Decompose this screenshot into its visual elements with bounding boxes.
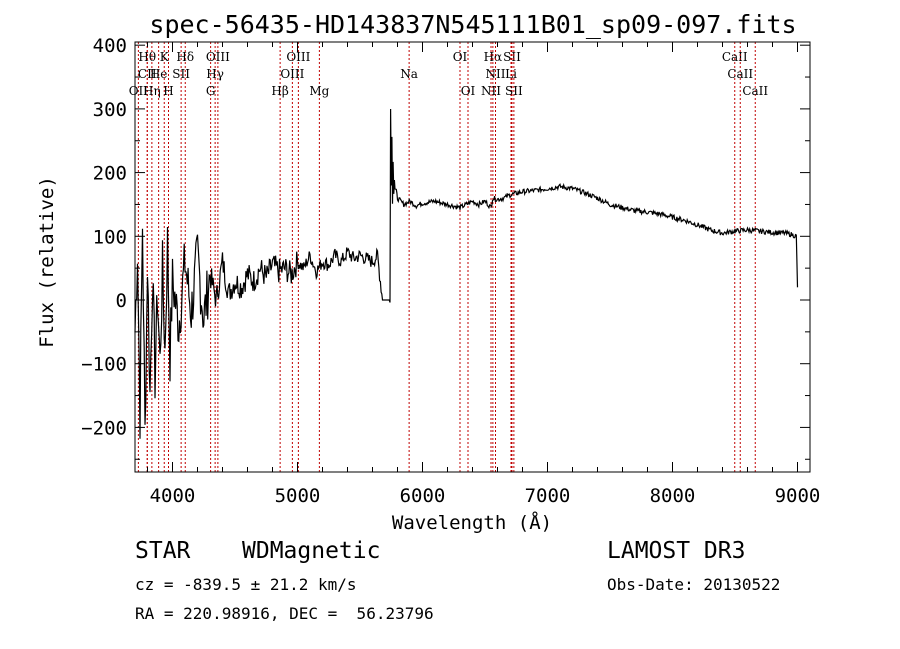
spectrum-series [134, 108, 799, 439]
spectral-line-label: OIII [280, 67, 304, 81]
observation-date: Obs-Date: 20130522 [607, 575, 781, 594]
x-tick-label: 8000 [650, 485, 696, 507]
y-tick-label: 200 [93, 163, 127, 185]
spectral-line-label: CaII [727, 67, 753, 81]
spectral-line-label: Hα [484, 50, 503, 64]
spectral-line-label: NII [481, 84, 501, 98]
spectral-line-label: Hδ [176, 50, 194, 64]
x-tick-label: 5000 [275, 485, 321, 507]
spectral-line-label: He [150, 67, 168, 81]
spectral-line-label: OIII [286, 50, 310, 64]
spectral-line-label: Hθ [138, 50, 156, 64]
spectral-line-label: CaII [722, 50, 748, 64]
spectral-line-label: OI [453, 50, 468, 64]
y-tick-label: 300 [93, 99, 127, 121]
spectral-line-label: Mg [309, 84, 329, 98]
spectral-line-label: Li [505, 67, 517, 81]
plot-frame [134, 41, 811, 473]
spectral-line-label: Na [400, 67, 418, 81]
chart-title: spec-56435-HD143837N545111B01_sp09-097.f… [149, 10, 796, 39]
spectral-line-label: G [206, 84, 216, 98]
spectral-line-label: Hη [143, 84, 161, 98]
spectral-line-label: Hβ [271, 84, 288, 98]
spectral-line-label: SII [505, 84, 523, 98]
spectral-line-label: OI [461, 84, 476, 98]
spectral-line-label: NII [486, 67, 506, 81]
redshift-velocity: cz = -839.5 ± 21.2 km/s [135, 575, 357, 594]
survey-name: LAMOST DR3 [607, 538, 746, 564]
y-tick-label: 100 [93, 226, 127, 248]
spectrum-line [134, 108, 799, 439]
y-axis-label: Flux (relative) [36, 176, 58, 348]
y-tick-label: −100 [81, 354, 127, 376]
x-tick-label: 7000 [525, 485, 571, 507]
spectral-line-label: K [160, 50, 170, 64]
object-class: STAR [135, 538, 191, 564]
spectral-line-label: SII [503, 50, 521, 64]
y-tick-label: −200 [81, 417, 127, 439]
x-tick-label: 6000 [400, 485, 446, 507]
spectral-line-label: SII [172, 67, 190, 81]
spectral-line-label: OIII [206, 50, 230, 64]
y-tick-label: 400 [93, 35, 127, 57]
coordinates: RA = 220.98916, DEC = 56.23796 [135, 604, 434, 623]
axis-ticks: 4000 5000 6000 7000 8000 9000 −200 −100 0 100 200 3… [81, 35, 820, 507]
x-axis-label: Wavelength (Å) [392, 511, 552, 534]
x-tick-label: 9000 [775, 485, 821, 507]
y-tick-label: 0 [116, 290, 127, 312]
spectral-line-label: H [163, 84, 173, 98]
object-subclass: WDMagnetic [242, 538, 381, 564]
spectral-line-label: Hγ [206, 67, 224, 81]
spectral-line-label: CaII [742, 84, 768, 98]
spectral-line-label: OII [129, 84, 149, 98]
x-tick-label: 4000 [150, 485, 196, 507]
